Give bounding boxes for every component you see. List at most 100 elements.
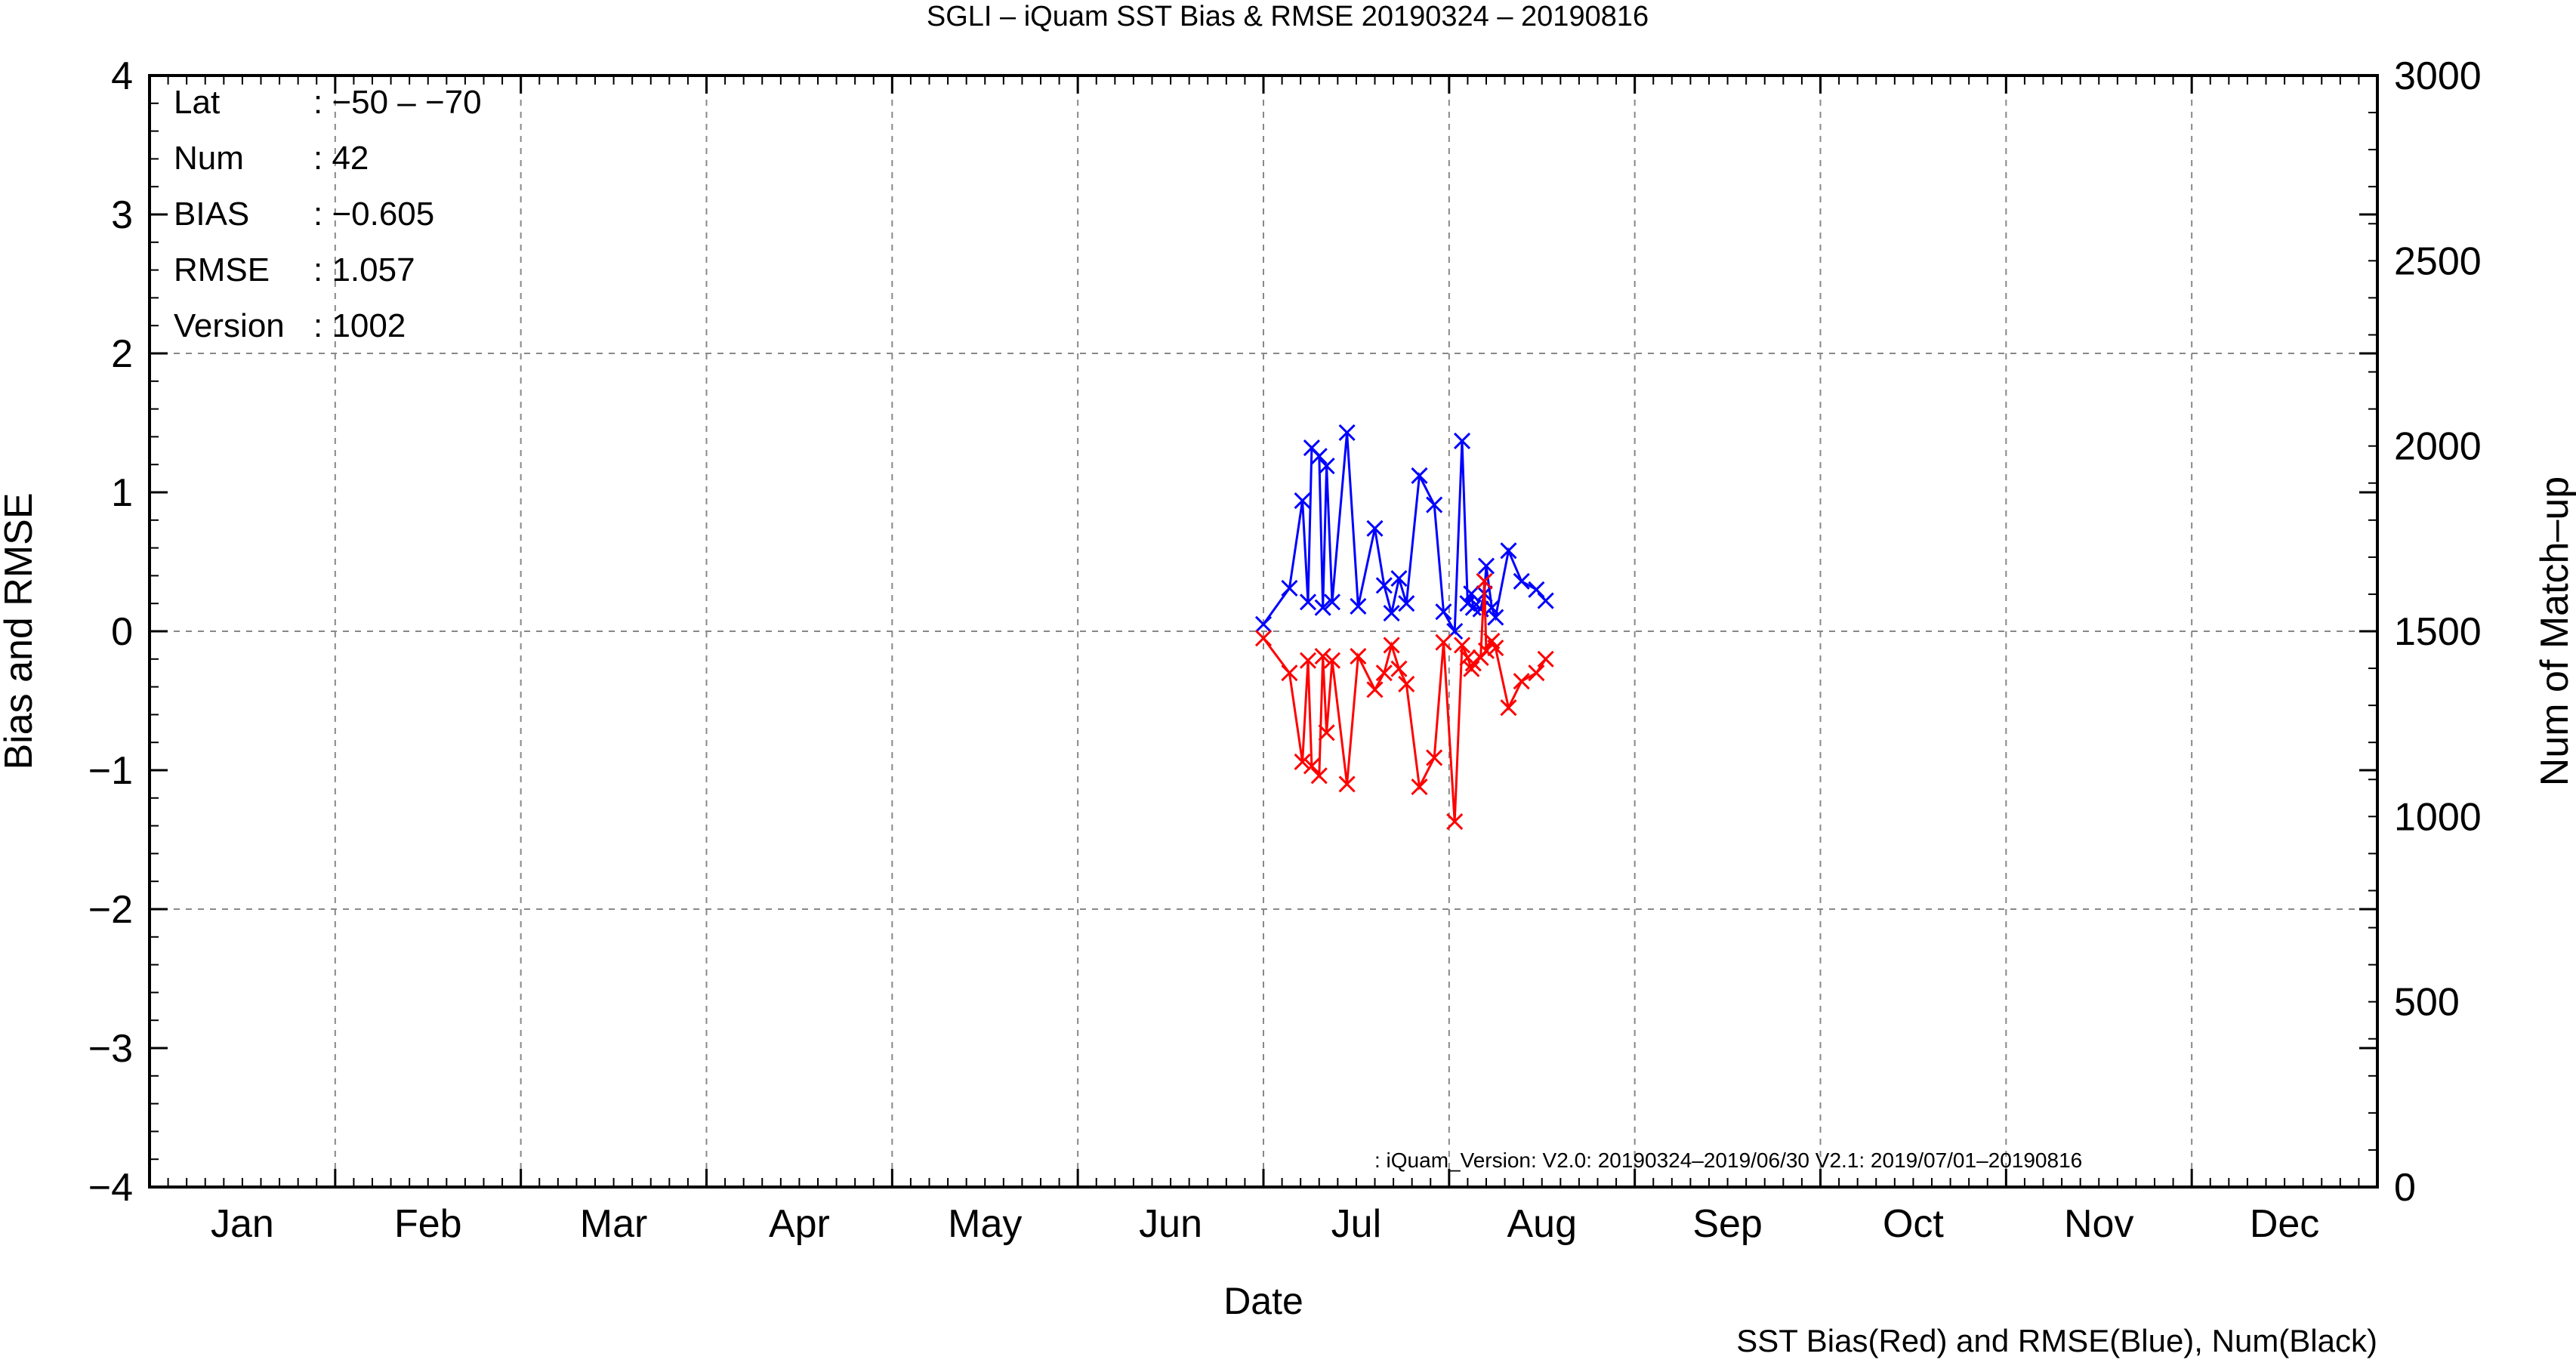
- data-point-marker: [1390, 570, 1408, 587]
- y-tick-label: 4: [111, 54, 133, 98]
- y2-tick-label: 2500: [2394, 239, 2482, 283]
- data-point-marker: [1435, 634, 1452, 651]
- data-point-marker: [1299, 652, 1317, 669]
- stat-label: RMSE: [174, 251, 270, 288]
- data-point-marker: [1483, 599, 1501, 616]
- stats-box: Lat : −50 – −70 Num : 42 BIAS : −0.605 RMSE : 1…: [174, 84, 482, 344]
- data-point-marker: [1314, 648, 1331, 665]
- data-point-marker: [1426, 749, 1443, 766]
- data-point-marker: [1310, 448, 1328, 465]
- data-point-marker: [1477, 557, 1495, 575]
- data-point-marker: [1323, 594, 1341, 611]
- grid: [150, 76, 2377, 1187]
- stat-value: : −0.605: [313, 196, 434, 233]
- y-tick-label: −3: [88, 1027, 133, 1071]
- data-point-marker: [1299, 594, 1317, 611]
- y-tick-label: 3: [111, 193, 133, 237]
- stat-value: : −50 – −70: [313, 84, 482, 121]
- data-point-marker: [1254, 615, 1273, 633]
- data-point-marker: [1500, 542, 1517, 560]
- data-point-marker: [1426, 496, 1443, 513]
- legend-note: SST Bias(Red) and RMSE(Blue), Num(Black): [1736, 1323, 2377, 1358]
- data-point-marker: [1435, 603, 1452, 621]
- data-point-marker: [1513, 572, 1530, 590]
- data-point-marker: [1446, 813, 1464, 831]
- data-point-marker: [1338, 775, 1356, 793]
- data-point-marker: [1366, 681, 1384, 698]
- x-tick-label: Jul: [1331, 1202, 1381, 1246]
- y-tick-label: −1: [88, 749, 133, 793]
- x-tick-label: Mar: [580, 1202, 648, 1246]
- stat-label: Lat: [174, 84, 220, 121]
- y-axis-label: Bias and RMSE: [0, 492, 41, 769]
- data-point-marker: [1476, 572, 1493, 590]
- x-tick-label: Dec: [2250, 1202, 2319, 1246]
- data-point-marker: [1487, 609, 1504, 626]
- data-point-marker: [1528, 664, 1545, 682]
- data-point-marker: [1537, 650, 1554, 668]
- data-point-marker: [1254, 630, 1273, 647]
- x-tick-label: Sep: [1692, 1202, 1763, 1246]
- chart-title: SGLI – iQuam SST Bias & RMSE 20190324 – …: [927, 1, 1649, 32]
- stat-value: : 1002: [313, 307, 406, 344]
- data-point-marker: [1294, 492, 1311, 510]
- data-point-marker: [1318, 457, 1335, 475]
- x-tick-label: Jun: [1139, 1202, 1202, 1246]
- data-point-marker: [1350, 597, 1367, 615]
- data-point-marker: [1453, 637, 1471, 654]
- y-tick-label: 0: [111, 610, 133, 654]
- data-point-marker: [1383, 637, 1400, 654]
- data-point-marker: [1383, 605, 1400, 622]
- data-point-marker: [1398, 595, 1415, 612]
- data-point-marker: [1318, 724, 1335, 742]
- data-point-marker: [1411, 779, 1428, 796]
- data-point-marker: [1453, 432, 1471, 449]
- data-point-marker: [1500, 699, 1517, 717]
- y2-tick-label: 1500: [2394, 610, 2482, 654]
- y-tick-label: 2: [111, 332, 133, 376]
- data-point-marker: [1487, 640, 1504, 657]
- data-point-marker: [1463, 660, 1480, 677]
- x-tick-label: Aug: [1507, 1202, 1577, 1246]
- x-tick-label: Feb: [394, 1202, 462, 1246]
- data-point-marker: [1303, 757, 1320, 775]
- series-layer: [1254, 424, 1554, 831]
- stat-value: : 42: [313, 140, 369, 177]
- y2-axis-label: Num of Match–up: [2533, 476, 2576, 786]
- data-point-marker: [1463, 585, 1480, 603]
- data-point-marker: [1281, 664, 1298, 682]
- data-point-marker: [1398, 675, 1415, 692]
- x-tick-label: Apr: [769, 1202, 830, 1246]
- data-point-marker: [1411, 467, 1428, 484]
- y2-tick-label: 1000: [2394, 795, 2482, 839]
- stat-label: Num: [174, 140, 244, 177]
- data-point-marker: [1338, 424, 1356, 441]
- data-point-marker: [1528, 581, 1545, 598]
- data-point-marker: [1513, 673, 1530, 690]
- data-point-marker: [1477, 642, 1495, 659]
- stat-value: : 1.057: [313, 251, 415, 288]
- y2-tick-label: 500: [2394, 981, 2460, 1025]
- x-tick-label: Oct: [1883, 1202, 1944, 1246]
- data-point-marker: [1314, 599, 1331, 616]
- y2-tick-label: 0: [2394, 1166, 2416, 1210]
- data-point-marker: [1323, 652, 1341, 669]
- stat-label: Version: [174, 307, 285, 344]
- data-point-marker: [1366, 520, 1384, 537]
- y-tick-label: 1: [111, 471, 133, 515]
- y-tick-label: −4: [88, 1166, 133, 1210]
- y-tick-label: −2: [88, 888, 133, 932]
- data-point-marker: [1537, 592, 1554, 609]
- data-point-marker: [1375, 577, 1393, 594]
- data-point-marker: [1350, 648, 1367, 665]
- data-point-marker: [1464, 655, 1482, 672]
- stat-label: BIAS: [174, 196, 249, 233]
- data-point-marker: [1294, 753, 1311, 771]
- x-tick-label: Jan: [211, 1202, 274, 1246]
- data-point-marker: [1375, 664, 1393, 682]
- data-point-marker: [1310, 767, 1328, 785]
- x-tick-label: Nov: [2064, 1202, 2133, 1246]
- data-point-marker: [1390, 660, 1408, 677]
- y2-tick-label: 2000: [2394, 425, 2482, 469]
- x-axis-label: Date: [1223, 1280, 1303, 1322]
